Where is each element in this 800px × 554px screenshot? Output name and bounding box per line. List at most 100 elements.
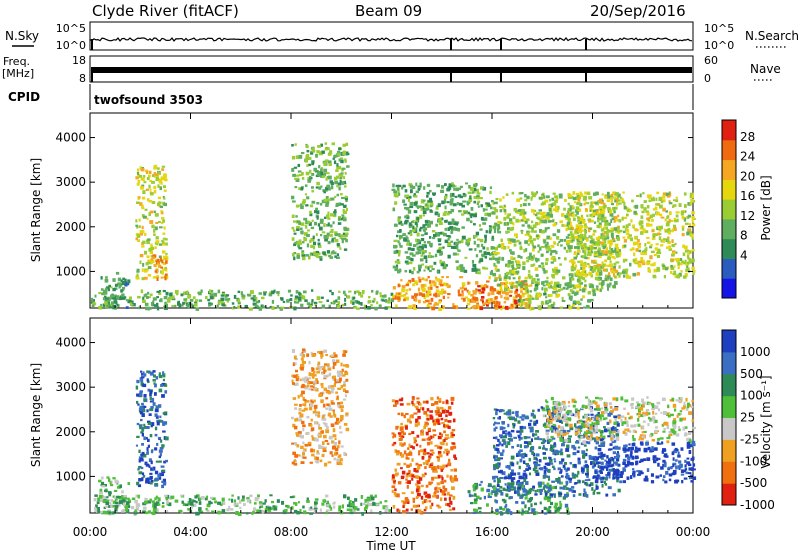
- data-cell: [427, 422, 429, 426]
- data-cell: [610, 248, 614, 252]
- data-cell: [617, 488, 621, 493]
- data-cell: [549, 456, 552, 460]
- data-cell: [308, 443, 311, 447]
- data-cell: [521, 485, 524, 489]
- data-cell: [160, 465, 165, 468]
- data-cell: [633, 228, 638, 231]
- data-cell: [346, 207, 348, 212]
- data-cell: [489, 286, 494, 290]
- data-cell: [429, 204, 433, 208]
- data-cell: [417, 408, 421, 413]
- data-cell: [300, 294, 304, 299]
- data-cell: [576, 252, 580, 255]
- data-cell: [402, 502, 406, 506]
- data-cell: [408, 305, 412, 309]
- data-cell: [576, 269, 581, 274]
- data-cell: [302, 456, 307, 459]
- data-cell: [487, 298, 491, 302]
- data-cell: [603, 204, 607, 208]
- data-cell: [312, 386, 315, 389]
- data-cell: [523, 211, 527, 215]
- data-cell: [613, 210, 616, 214]
- data-cell: [450, 431, 454, 435]
- data-cell: [345, 371, 349, 376]
- data-cell: [472, 292, 477, 295]
- data-cell: [294, 301, 297, 304]
- data-cell: [451, 433, 455, 437]
- data-cell: [421, 263, 424, 266]
- data-cell: [141, 207, 145, 210]
- data-cell: [536, 236, 540, 240]
- data-cell: [589, 209, 593, 212]
- data-cell: [366, 501, 370, 505]
- data-cell: [469, 186, 474, 191]
- data-cell: [208, 289, 212, 293]
- data-cell: [150, 192, 154, 196]
- data-cell: [332, 502, 335, 505]
- data-cell: [447, 425, 451, 429]
- data-cell: [599, 216, 602, 221]
- data-cell: [583, 444, 587, 447]
- data-cell: [574, 246, 578, 249]
- data-cell: [691, 199, 694, 203]
- data-cell: [434, 294, 438, 298]
- data-cell: [269, 293, 273, 297]
- data-cell: [142, 474, 146, 478]
- data-cell: [507, 508, 511, 512]
- data-cell: [340, 408, 344, 412]
- data-cell: [257, 494, 260, 497]
- data-cell: [582, 267, 586, 272]
- data-cell: [198, 299, 203, 302]
- data-cell: [625, 224, 629, 229]
- data-cell: [118, 500, 122, 505]
- data-cell: [429, 270, 432, 273]
- data-cell: [494, 209, 498, 213]
- data-cell: [423, 255, 428, 260]
- data-cell: [497, 479, 501, 483]
- data-cell: [600, 228, 605, 232]
- data-cell: [444, 418, 448, 422]
- data-cell: [564, 215, 568, 219]
- data-cell: [402, 510, 406, 514]
- data-cell: [398, 437, 403, 441]
- data-cell: [434, 476, 438, 479]
- cpid-value: twofsound 3503: [94, 93, 203, 107]
- data-cell: [316, 252, 321, 256]
- data-cell: [623, 244, 627, 248]
- data-cell: [146, 409, 149, 413]
- data-cell: [436, 406, 440, 410]
- data-cell: [441, 476, 444, 481]
- data-cell: [352, 508, 355, 512]
- data-cell: [546, 250, 549, 254]
- data-cell: [319, 430, 323, 434]
- data-cell: [627, 275, 632, 279]
- data-cell: [628, 234, 632, 237]
- data-cell: [137, 295, 141, 299]
- data-cell: [328, 160, 332, 164]
- data-cell: [204, 497, 208, 501]
- data-cell: [376, 301, 379, 305]
- data-cell: [141, 405, 145, 409]
- data-cell: [128, 296, 132, 300]
- data-cell: [390, 298, 395, 303]
- data-cell: [346, 295, 351, 299]
- data-cell: [141, 428, 144, 432]
- data-cell: [460, 239, 464, 244]
- data-cell: [323, 168, 328, 173]
- data-cell: [500, 282, 504, 286]
- data-cell: [597, 278, 600, 282]
- data-cell: [409, 232, 413, 237]
- data-cell: [337, 387, 342, 390]
- data-cell: [468, 493, 472, 498]
- data-cell: [598, 282, 602, 286]
- data-cell: [418, 251, 422, 255]
- data-cell: [311, 289, 314, 292]
- data-cell: [488, 225, 492, 228]
- data-cell: [160, 298, 163, 303]
- data-cell: [335, 256, 340, 259]
- data-cell: [572, 211, 575, 214]
- data-cell: [162, 243, 166, 246]
- data-cell: [507, 260, 511, 264]
- data-cell: [487, 202, 490, 207]
- data-cell: [318, 186, 322, 190]
